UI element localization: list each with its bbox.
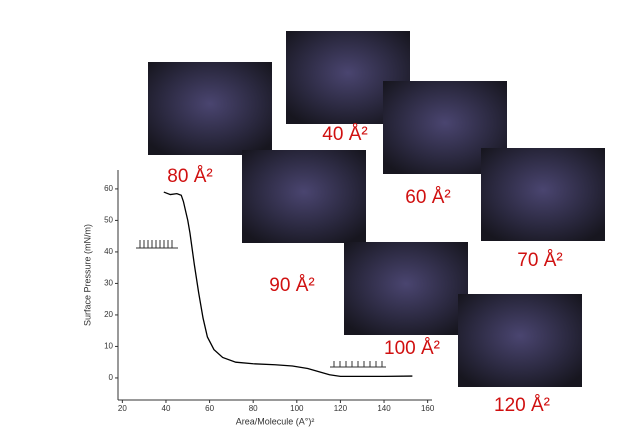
bam-image bbox=[344, 242, 468, 335]
marker bbox=[139, 240, 173, 248]
image-label: 40 Å² bbox=[322, 124, 367, 145]
y-tick-label: 50 bbox=[104, 216, 113, 225]
y-axis-label: Surface Pressure (mN/m) bbox=[82, 224, 92, 326]
x-axis-label: Area/Molecule (A°)² bbox=[236, 416, 315, 426]
marker bbox=[333, 361, 383, 367]
line bbox=[163, 191, 413, 378]
image-label: 100 Å² bbox=[384, 338, 440, 359]
image-label: 120 Å² bbox=[494, 395, 550, 416]
x-tick-label: 60 bbox=[205, 404, 214, 413]
bam-image bbox=[458, 294, 582, 387]
bam-image bbox=[481, 148, 605, 241]
images: 80 Å² 40 Å² 60 Å² 90 Å² 70 Å² 100 Å² 120 Å² bbox=[148, 31, 605, 416]
y-tick-label: 40 bbox=[104, 247, 113, 256]
y-tick-label: 60 bbox=[104, 184, 113, 193]
bam-image bbox=[242, 150, 366, 243]
y-tick-label: 30 bbox=[104, 279, 113, 288]
y-tick-label: 10 bbox=[104, 342, 113, 351]
x-tick-label: 120 bbox=[334, 404, 348, 413]
x-tick-label: 40 bbox=[162, 404, 171, 413]
x-tick-label: 20 bbox=[118, 404, 127, 413]
image-label: 80 Å² bbox=[167, 166, 212, 187]
x-tick-label: 160 bbox=[421, 404, 435, 413]
image-label: 70 Å² bbox=[517, 250, 562, 271]
bam-image bbox=[148, 62, 272, 155]
marker-bars bbox=[136, 240, 386, 368]
chart: 20 40 60 80 100 120 140 160 0 10 20 30 40 50 60 Area/Mo… bbox=[82, 170, 435, 426]
y-tick-label: 20 bbox=[104, 310, 113, 319]
x-tick-label: 140 bbox=[377, 404, 391, 413]
x-tick-label: 80 bbox=[249, 404, 258, 413]
x-tick-label: 100 bbox=[290, 404, 304, 413]
image-label: 90 Å² bbox=[269, 275, 314, 296]
y-tick-label: 0 bbox=[109, 373, 114, 382]
image-label: 60 Å² bbox=[405, 187, 450, 208]
